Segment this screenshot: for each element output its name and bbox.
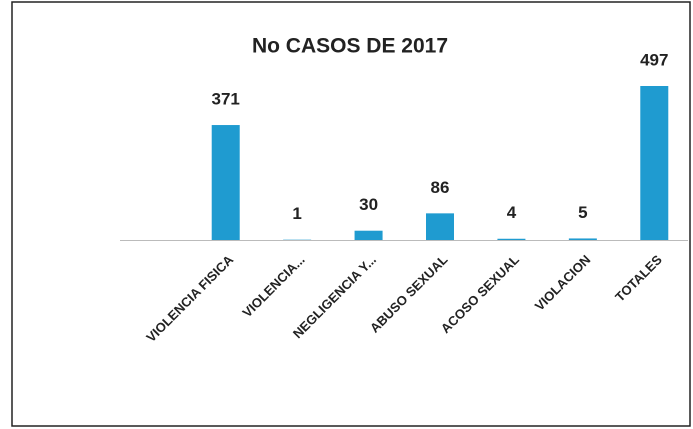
chart-title: No CASOS DE 2017 (252, 35, 448, 58)
bar (354, 230, 383, 240)
bar (497, 238, 526, 240)
data-label: 30 (359, 195, 378, 214)
data-label: 86 (431, 178, 450, 197)
data-label: 5 (578, 203, 587, 222)
bar (426, 213, 454, 240)
data-label: 371 (212, 90, 240, 109)
chart-border (11, 1, 691, 427)
data-label: 497 (640, 50, 668, 69)
data-label: 4 (507, 203, 517, 222)
bar (568, 238, 597, 240)
bar (211, 125, 240, 240)
data-label: 1 (292, 204, 301, 223)
bar (640, 86, 669, 240)
